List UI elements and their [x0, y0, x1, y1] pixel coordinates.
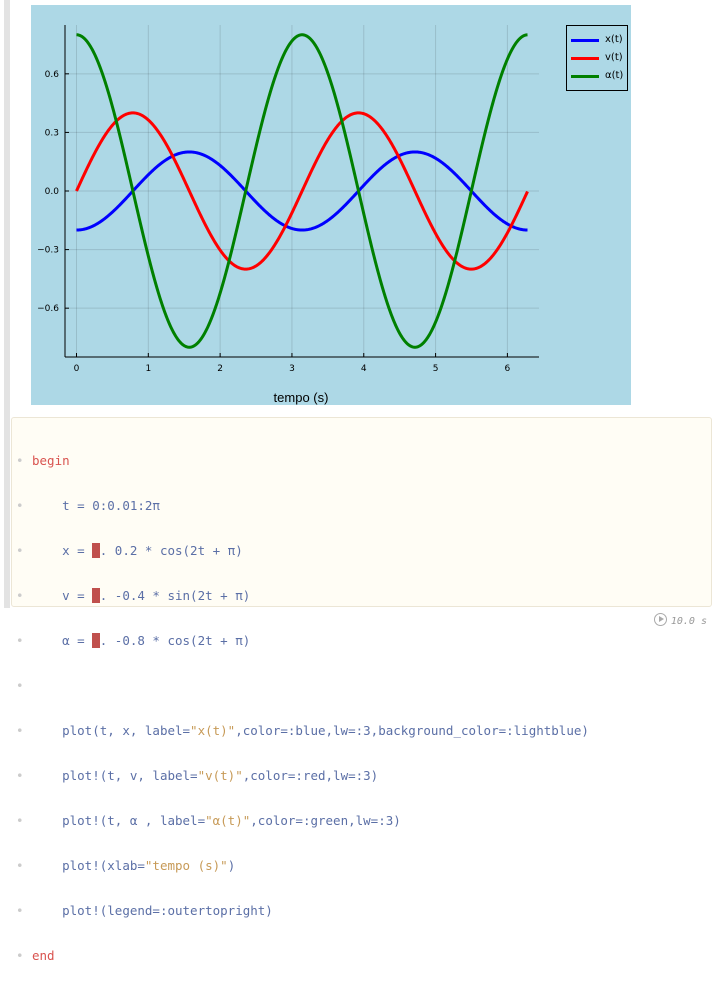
legend-label: x(t) — [605, 34, 623, 45]
code-line: plot!(t, α , label= — [62, 813, 206, 828]
x-tick-label: 1 — [145, 364, 151, 374]
legend-item-v: v(t) — [571, 51, 629, 67]
code-line: . -0.4 * sin(2t + π) — [99, 588, 251, 603]
chart-legend: x(t) v(t) α(t) — [566, 25, 628, 91]
code-string: "tempo (s)" — [144, 858, 228, 873]
code-line: . -0.8 * cos(2t + π) — [99, 633, 251, 648]
legend-item-alpha: α(t) — [571, 69, 629, 85]
x-tick-label: 6 — [505, 364, 511, 374]
code-line: α = — [62, 633, 93, 648]
play-icon[interactable] — [653, 613, 667, 626]
plot-background — [31, 5, 631, 405]
legend-swatch-blue — [571, 39, 599, 42]
code-end: end — [32, 948, 55, 963]
y-tick-label: 0.6 — [45, 70, 60, 80]
code-string: "α(t)" — [205, 813, 251, 828]
series-x-line — [75, 150, 529, 232]
y-tick-label: −0.6 — [37, 304, 59, 314]
code-line: ,color=:blue,lw=:3,background_color=:lig… — [235, 723, 589, 738]
x-axis-label: tempo (s) — [274, 390, 329, 405]
x-tick-label: 4 — [361, 364, 367, 374]
code-string: "x(t)" — [190, 723, 236, 738]
code-line: plot!(xlab= — [62, 858, 145, 873]
y-tick-label: 0.3 — [45, 128, 59, 138]
legend-swatch-green — [571, 75, 599, 78]
legend-item-x: x(t) — [571, 33, 629, 49]
x-tick-label: 2 — [217, 364, 223, 374]
x-tick-label: 3 — [289, 364, 295, 374]
runtime-text: 10.0 s — [670, 616, 707, 627]
run-time-indicator[interactable]: 10.0 s — [653, 611, 707, 627]
code-string: "v(t)" — [197, 768, 243, 783]
code-line: x = — [62, 543, 93, 558]
legend-label: α(t) — [605, 70, 624, 81]
code-line: plot(t, x, label= — [62, 723, 191, 738]
code-begin: begin — [32, 453, 70, 468]
code-line: . 0.2 * cos(2t + π) — [99, 543, 243, 558]
code-line: ,color=:red,lw=:3) — [242, 768, 379, 783]
code-cell[interactable]: • begin • t = 0:0.01:2π • x = ·. 0.2 * co… — [11, 417, 712, 963]
legend-swatch-red — [571, 57, 599, 60]
y-tick-label: −0.3 — [37, 246, 59, 256]
code-line: plot!(t, v, label= — [62, 768, 198, 783]
x-tick-label: 5 — [433, 364, 439, 374]
line-chart: 0 1 2 3 4 5 6 −0.6 −0.3 0.0 0.3 0.6 tempo (s) — [37, 25, 539, 405]
series-v-line — [75, 111, 529, 271]
code-line: plot!(legend=:outertopright) — [62, 903, 273, 918]
legend-label: v(t) — [605, 52, 623, 63]
y-tick-label: 0.0 — [45, 187, 60, 197]
code-line: v = — [62, 588, 93, 603]
code-line: ) — [227, 858, 236, 873]
x-tick-label: 0 — [74, 364, 80, 374]
series-alpha-line — [75, 33, 529, 349]
cell-side-bar — [4, 0, 10, 608]
code-line: ,color=:green,lw=:3) — [250, 813, 401, 828]
code-line: t = 0:0.01:2π — [62, 498, 160, 513]
code-editor[interactable]: • begin • t = 0:0.01:2π • x = ·. 0.2 * co… — [16, 453, 589, 963]
